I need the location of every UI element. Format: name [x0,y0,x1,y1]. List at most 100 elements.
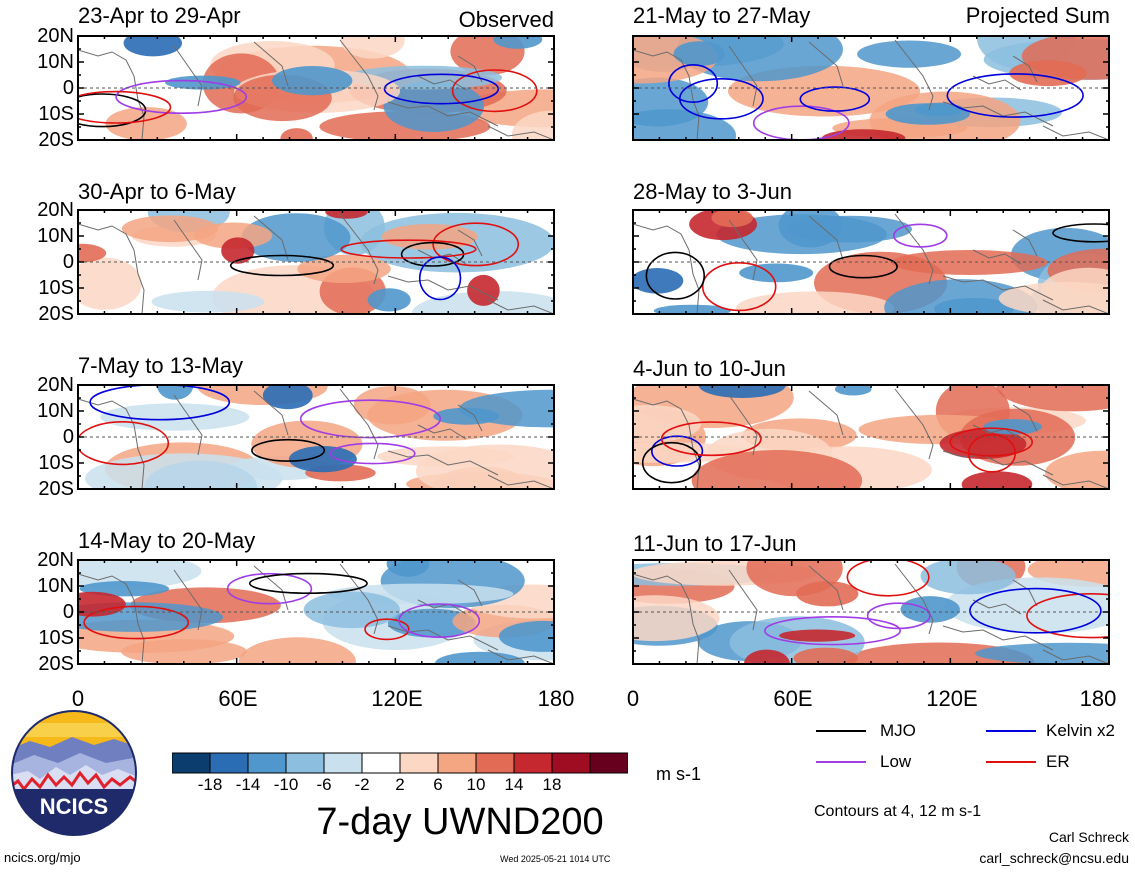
lat-tick-label: 10N [37,575,74,597]
wave-contour [329,442,416,465]
coastline [1012,229,1038,257]
lat-tick-label: 10N [37,400,74,422]
wave-contour [383,73,500,105]
anomaly-shade [262,385,313,410]
coastline [728,45,758,107]
wave-contour [398,603,481,639]
coastline [78,49,145,140]
coastline [894,563,934,635]
anomaly-shade [691,450,863,489]
anomaly-shade [383,80,484,132]
footer-url: ncics.org/mjo [4,850,81,865]
anomaly-shade [353,386,431,425]
coastline [487,299,554,314]
map-panel-2 [77,209,555,315]
coastline [387,450,499,476]
colorbar [172,752,628,774]
anomaly-shade [78,243,107,263]
wave-contour [892,223,948,248]
anomaly-shade [793,647,858,664]
coastline [808,41,844,87]
colorbar-swatch [475,752,515,774]
colorbar-tick-label: 6 [433,775,443,794]
colorbar-swatch [437,752,477,774]
colorbar-tick-label: -2 [354,775,370,794]
wave-contour [846,560,930,597]
wave-contour [248,572,368,594]
lon-tick-label: 60E [218,686,258,711]
coastlines [633,563,1109,664]
coastline [339,213,379,285]
panel-title-1: 23-Apr to 29-Apr [78,3,241,28]
lat-tick-label: 0 [62,77,74,99]
anomaly-shade [1009,60,1087,87]
wave-contour [764,615,901,646]
anomaly-shade [975,642,1109,664]
anomaly-shade [961,471,1033,489]
coastline [457,229,483,257]
coastline [1042,125,1109,140]
colorbar-swatch [589,752,628,774]
lat-tick-label: 10N [37,225,74,247]
coastline [972,249,1022,265]
coastline [1042,299,1109,314]
coastline [78,223,145,314]
coastline [1012,404,1038,432]
wave-contour [949,427,1034,457]
panel-title-4: 14-May to 20-May [78,528,256,553]
lon-tick-label: 0 [71,686,85,711]
logo-text: NCICS [40,794,108,819]
anomaly-shade [653,304,731,314]
anomaly-shade [633,595,720,642]
anomaly-shade [221,237,255,264]
map-panel-3 [77,384,555,490]
contour-note: Contours at 4, 12 m s-1 [814,803,982,820]
coastline [387,275,499,301]
anomaly-shade [778,210,843,248]
coastline [253,41,289,87]
legend-swatches-right [986,730,1036,763]
anomaly-shade [711,210,753,228]
lat-tick-label: 0 [62,426,74,448]
lat-tick-label: 20S [38,653,74,675]
coastline [633,398,700,489]
lon-tick-label: 120E [371,686,423,711]
anomaly-shade [100,403,250,431]
lon-tick-label: 120E [926,686,978,711]
anomaly-shade [633,109,737,140]
colorbar-swatch [209,752,249,774]
wave-contour [967,433,1017,473]
anomaly-shade [996,385,1109,412]
footer-timestamp: Wed 2025-05-21 1014 UTC [500,854,611,864]
axis-ticks [77,559,555,665]
anomaly-shade [367,288,411,312]
legend-swatches-left [816,730,866,763]
wave-contour [969,587,1102,634]
colorbar-tick-label: -6 [316,775,332,794]
wave-contour [660,421,762,457]
colorbar-tick-label: -18 [197,775,223,794]
wave-contour [645,251,705,300]
lat-tick-label: 0 [62,601,74,623]
anomaly-shade [743,649,790,664]
wave-contour [78,90,172,124]
colorbar-swatch [247,752,287,774]
wave-contour [1052,223,1109,243]
anomaly-shade [78,591,126,617]
wave-contour [799,86,871,112]
anomaly-shade [194,222,273,249]
panel-title-8: 11-Jun to 17-Jun [633,531,797,556]
coastline [633,223,700,314]
anomaly-shade [435,651,525,664]
map-panel-8 [632,559,1110,665]
lat-tick-label: 20S [38,129,74,151]
colorbar-tick-label: 10 [466,775,486,794]
axis-ticks [632,209,1110,315]
coastline [417,75,467,91]
coastline [487,649,554,664]
wave-contour [668,63,719,104]
anomaly-shade [123,36,182,57]
chart-title: 7-day UWND200 [316,801,604,843]
coastlines [78,563,554,664]
anomaly-shade [340,36,405,59]
